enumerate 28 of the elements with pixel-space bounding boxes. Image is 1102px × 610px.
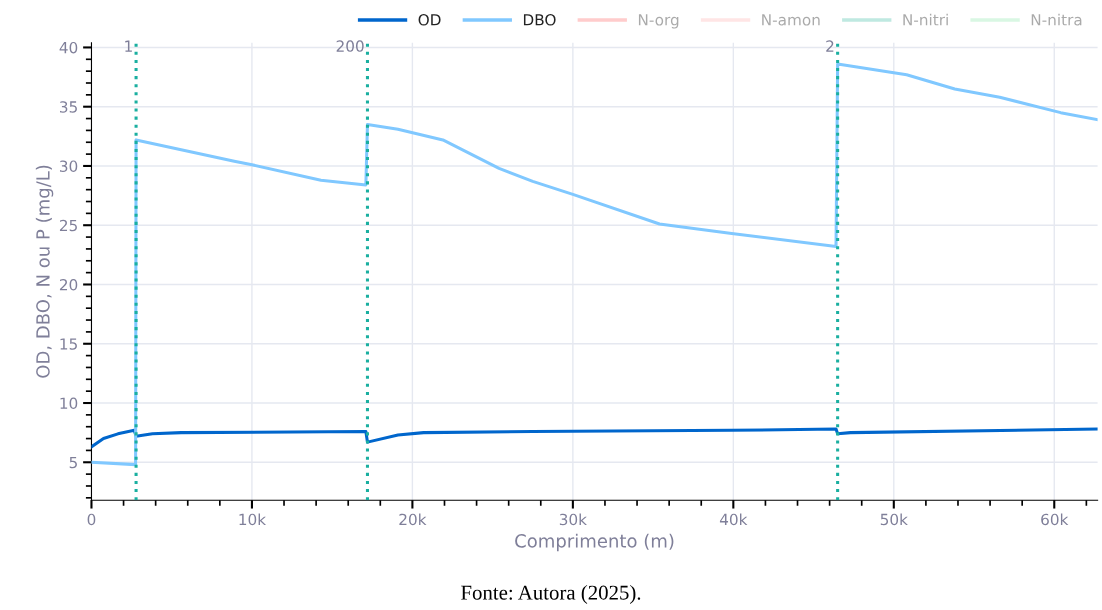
- x-axis-title: Comprimento (m): [515, 533, 674, 552]
- legend-label: N-amon: [762, 14, 820, 26]
- y-tick-label: 30: [60, 160, 78, 172]
- y-tick-label: 35: [60, 101, 77, 113]
- line-series: [91, 427, 1098, 449]
- x-tick-label: 30k: [559, 513, 587, 526]
- y-tick-label: 15: [60, 338, 77, 350]
- x-tick-label: 50k: [880, 513, 908, 526]
- source-note: Fonte: Autora (2025).: [461, 585, 641, 604]
- y-tick-label: 40: [59, 41, 78, 54]
- annotation: 2: [826, 40, 834, 52]
- x-tick-label: 20k: [399, 513, 427, 526]
- legend-label: N-nitri: [903, 13, 948, 26]
- y-tick-label: 5: [69, 456, 77, 469]
- annotation: 200: [336, 40, 364, 52]
- y-axis-title: OD, DBO, N ou P (mg/L): [35, 165, 54, 378]
- legend-label: DBO: [523, 14, 556, 26]
- y-tick-label: 20: [59, 278, 78, 291]
- legend-label: OD: [418, 14, 441, 26]
- legend-label: N-org: [638, 14, 679, 29]
- x-tick-label: 60k: [1041, 513, 1069, 526]
- x-tick-label: 10k: [239, 513, 267, 526]
- x-tick-label: 0: [87, 513, 96, 526]
- y-tick-label: 10: [60, 397, 78, 410]
- y-tick-label: 25: [59, 219, 77, 232]
- x-tick-label: 40k: [719, 513, 748, 526]
- annotation: 1: [125, 40, 132, 52]
- legend-label: N-nitra: [1031, 13, 1082, 26]
